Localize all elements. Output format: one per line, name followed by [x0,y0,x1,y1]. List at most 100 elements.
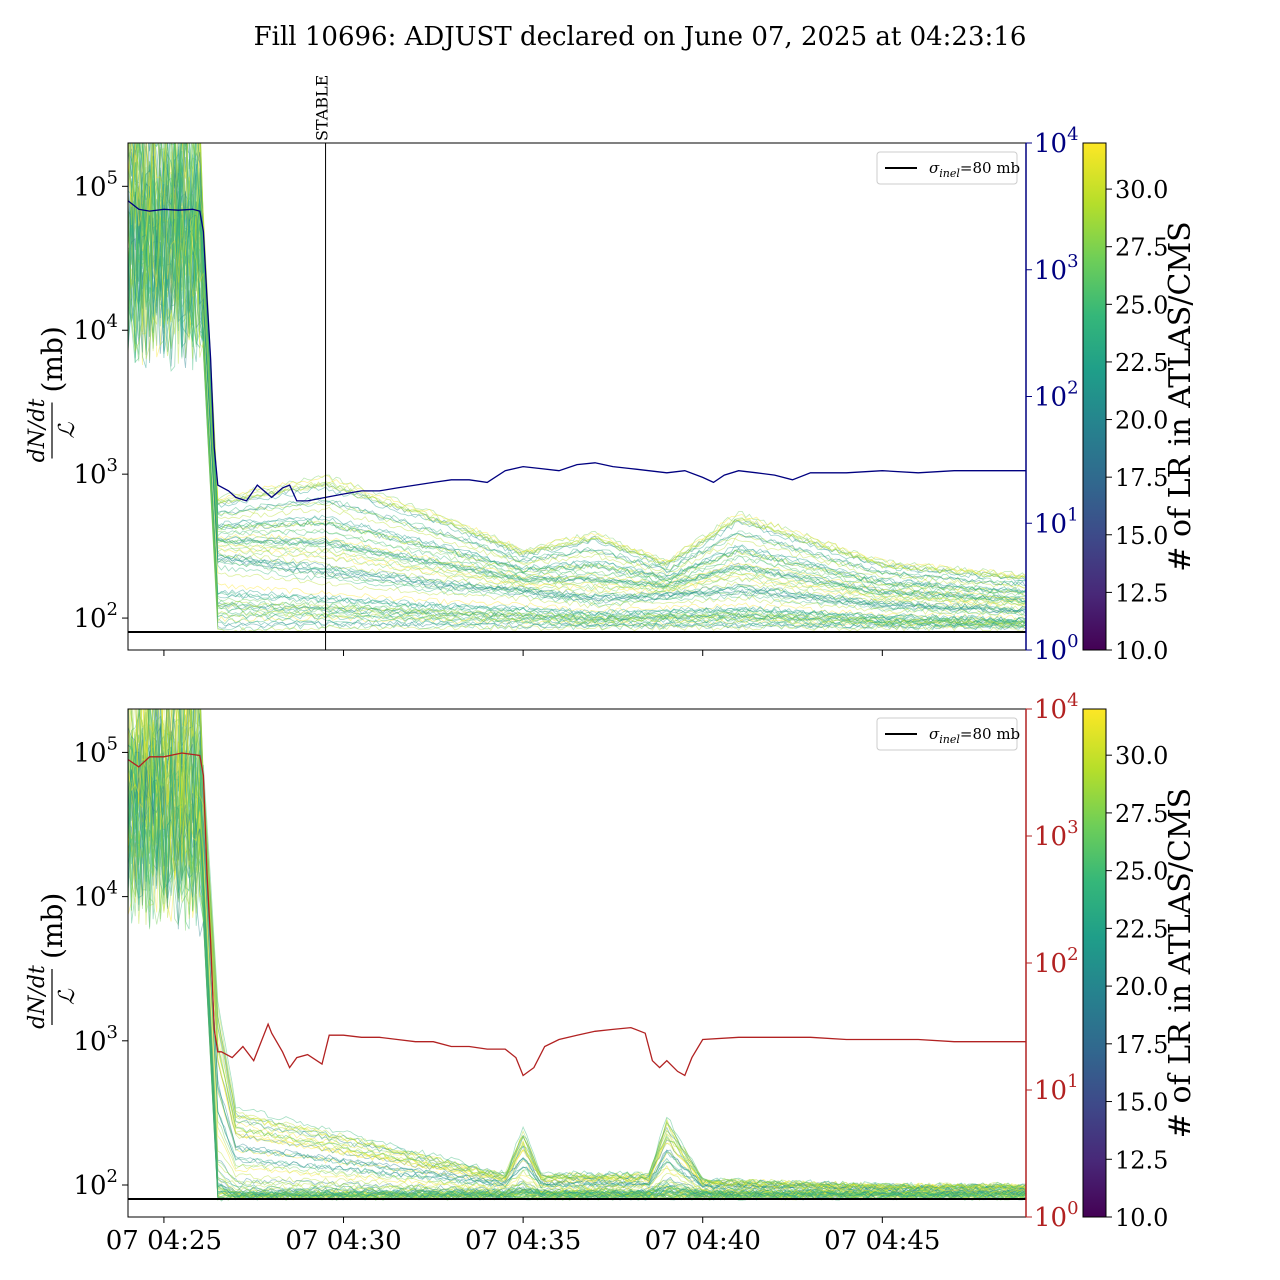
y-axis-label: dN/dt ℒ (mb) [25,893,80,1029]
colorbar-tick-label: 12.5 [1115,579,1168,607]
bundle-line [128,766,1026,1201]
plot-frame [127,708,1027,1218]
bundle-line [128,709,1026,1194]
bundle-line [128,143,1026,594]
bundle-line [128,173,1026,612]
bundle-line [128,199,1026,629]
bundle-line [128,143,1026,594]
bundle-line [128,143,1026,606]
bundle-line [128,192,1026,626]
bundle-line [128,780,1026,1201]
bundle-line [128,709,1026,1193]
bundle-line [128,784,1026,1200]
legend-box [876,151,1018,185]
bundle-line [128,162,1026,617]
colorbar-tick-label: 20.0 [1115,407,1168,435]
bundle-line [128,143,1026,607]
bundle-line [128,189,1026,623]
data-bundle [128,709,1026,1202]
legend: σinel=80 mb [876,717,1020,751]
bundle-line [128,190,1026,627]
secondary-tick-label: 101 [1034,504,1079,539]
bundle-line [128,178,1026,615]
secondary-tick-label: 102 [1034,378,1079,413]
legend: σinel=80 mb [876,151,1020,185]
bundle-line [128,732,1026,1197]
bundle-line [128,143,1026,598]
bundle-line [128,774,1026,1201]
bundle-line [136,143,1026,578]
bundle-line [128,190,1026,625]
y-label-numerator: dN/dt [25,965,50,1029]
bundle-line [128,709,1026,1191]
bundle-line [128,753,1026,1198]
secondary-tick-label: 100 [1034,1198,1079,1233]
secondary-tick-label: 103 [1034,251,1079,286]
bundle-line [128,143,1026,599]
bundle-line [128,194,1026,626]
bundle-line [128,715,1026,1195]
bundle-line [128,191,1026,626]
bundle-line [128,748,1026,1200]
x-tick-label: 07 04:30 [285,1226,401,1256]
bundle-line [128,736,1026,1197]
y-label-denominator: ℒ [55,988,80,1005]
secondary-tick-label: 101 [1034,1071,1079,1106]
bundle-line [128,159,1026,607]
secondary-tick-label: 104 [1034,690,1079,725]
bundle-line [128,709,1026,1190]
bundle-line [128,709,1026,1191]
bundle-line [128,192,1026,626]
colorbar-gradient [1082,708,1107,1218]
secondary-tick-label: 104 [1034,124,1079,159]
bundle-line [128,143,1026,588]
y-tick-label: 105 [73,167,118,202]
y-label-numerator: dN/dt [25,399,50,463]
bundle-line [128,709,1026,1194]
bundle-line [128,166,1026,611]
bundle-line [128,726,1026,1197]
data-bundle [128,143,1026,634]
bundle-line [128,193,1026,626]
bundle-line [128,709,1026,1190]
bundle-line [128,147,1026,601]
colorbar-tick-label: 17.5 [1115,464,1168,492]
legend-box [876,717,1018,751]
bundle-line [128,732,1026,1197]
y-tick-label: 104 [73,878,118,913]
bundle-line [128,177,1026,612]
bundle-line [128,744,1026,1199]
bundle-line [128,207,1026,624]
bundle-line [128,143,1026,604]
bundle-line [128,728,1026,1196]
y-label-denominator: ℒ [55,421,80,438]
bundle-line [128,143,1026,586]
colorbar: 10.0 12.5 15.0 17.5 20.0 22.5 25.0 27.5 30.0 # of… [1082,708,1198,1232]
colorbar-tick-label: 22.5 [1115,349,1168,377]
bundle-line [135,143,1026,586]
bundle-line [128,757,1026,1200]
colorbar-tick-label: 15.0 [1115,522,1168,550]
bundle-line [128,161,1026,616]
bundle-line [129,143,1026,580]
bundle-line [138,709,1026,1193]
bundle-line [128,194,1026,628]
stable-label: STABLE [313,75,332,141]
bundle-line [129,709,1026,1189]
bundle-line [128,709,1026,1193]
bundle-line [128,143,1026,606]
colorbar-tick-label: 27.5 [1115,234,1168,262]
bundle-line [128,755,1026,1199]
bundle-line [128,743,1026,1198]
bundle-line [128,185,1026,624]
bundle-line [128,164,1026,617]
x-tick-label: 07 04:45 [824,1226,940,1256]
bundle-line [128,143,1026,601]
y-tick-label: 102 [73,1166,118,1201]
bundle-line [128,736,1026,1197]
colorbar-tick-label: 20.0 [1115,973,1168,1001]
bundle-line [128,143,1026,594]
bundle-line [128,198,1026,627]
bundle-line [128,756,1026,1200]
bundle-line [128,181,1026,623]
